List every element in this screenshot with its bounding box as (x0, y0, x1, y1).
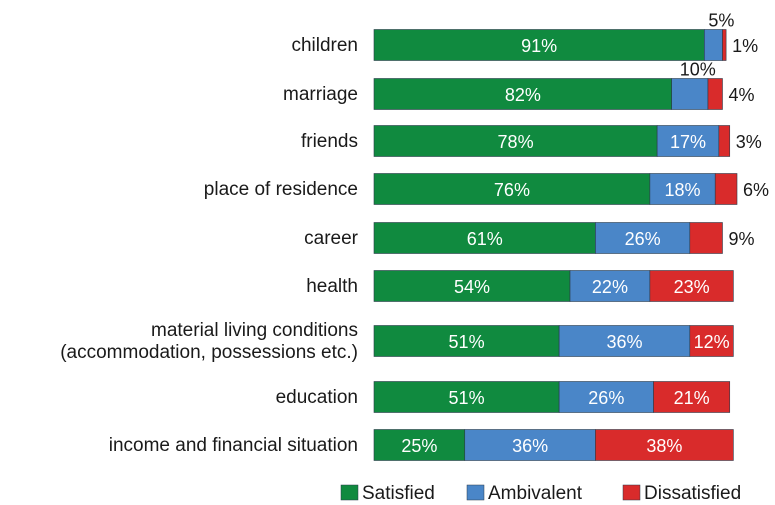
data-label: 91% (521, 36, 557, 56)
bar-segment-satisfied (373, 78, 672, 110)
category-label: children (291, 35, 358, 56)
data-label: 4% (728, 85, 754, 105)
data-label: 9% (728, 229, 754, 249)
bar-segment-ambivalent (464, 429, 596, 461)
data-label: 78% (498, 132, 534, 152)
bar-segment-ambivalent (558, 381, 654, 413)
data-label: 61% (467, 229, 503, 249)
data-label: 10% (680, 60, 716, 80)
data-label: 38% (646, 436, 682, 456)
bar-segment-satisfied (373, 381, 560, 413)
category-label: place of residence (204, 179, 358, 200)
data-label: 23% (674, 277, 710, 297)
bar-segment-dissatisfied (689, 222, 723, 254)
legend-label-dissatisfied: Dissatisfied (644, 483, 741, 504)
bar-segment-satisfied (373, 173, 651, 205)
bar-segment-satisfied (373, 325, 560, 357)
data-label: 51% (449, 332, 485, 352)
bar-segment-dissatisfied (595, 429, 734, 461)
category-label: education (276, 387, 358, 408)
data-label: 36% (512, 436, 548, 456)
bar-segment-ambivalent (704, 29, 723, 61)
data-label: 3% (736, 132, 762, 152)
data-label: 26% (625, 229, 661, 249)
bar-segment-satisfied (373, 29, 705, 61)
data-label: 5% (708, 11, 734, 31)
bar-segment-ambivalent (595, 222, 691, 254)
bar-segment-ambivalent (656, 125, 720, 157)
legend-label-satisfied: Satisfied (362, 483, 435, 504)
category-label: material living conditions (accommodation… (60, 320, 358, 363)
category-label: career (304, 228, 359, 249)
data-label: 12% (694, 332, 730, 352)
data-label: 76% (494, 180, 530, 200)
bar-segment-dissatisfied (714, 173, 738, 205)
data-label: 54% (454, 277, 490, 297)
data-label: 36% (606, 332, 642, 352)
data-label: 26% (588, 388, 624, 408)
category-label: income and financial situation (109, 435, 358, 456)
bar-segment-satisfied (373, 429, 466, 461)
bar-segment-satisfied (373, 125, 658, 157)
bar-segment-ambivalent (569, 270, 651, 302)
bar-segment-dissatisfied (718, 125, 731, 157)
bar-segment-dissatisfied (722, 29, 727, 61)
data-label: 18% (665, 180, 701, 200)
data-label: 1% (732, 36, 758, 56)
category-label: health (306, 276, 358, 297)
bar-segment-ambivalent (649, 173, 716, 205)
bar-segment-ambivalent (671, 78, 709, 110)
legend-swatch-satisfied (340, 484, 359, 501)
legend-swatch-ambivalent (466, 484, 485, 501)
bar-segment-satisfied (373, 270, 571, 302)
category-label: friends (301, 131, 358, 152)
bar-segment-dissatisfied (649, 270, 734, 302)
data-label: 82% (505, 85, 541, 105)
bar-segment-satisfied (373, 222, 596, 254)
data-label: 17% (670, 132, 706, 152)
bar-segment-dissatisfied (689, 325, 734, 357)
category-label: marriage (283, 84, 358, 105)
bar-segment-dissatisfied (707, 78, 723, 110)
data-label: 21% (674, 388, 710, 408)
legend-swatch-dissatisfied (622, 484, 641, 501)
bar-segment-dissatisfied (653, 381, 731, 413)
data-label: 22% (592, 277, 628, 297)
data-label: 25% (401, 436, 437, 456)
bar-segment-ambivalent (558, 325, 691, 357)
data-label: 51% (449, 388, 485, 408)
data-label: 6% (743, 180, 769, 200)
legend-label-ambivalent: Ambivalent (488, 483, 583, 504)
